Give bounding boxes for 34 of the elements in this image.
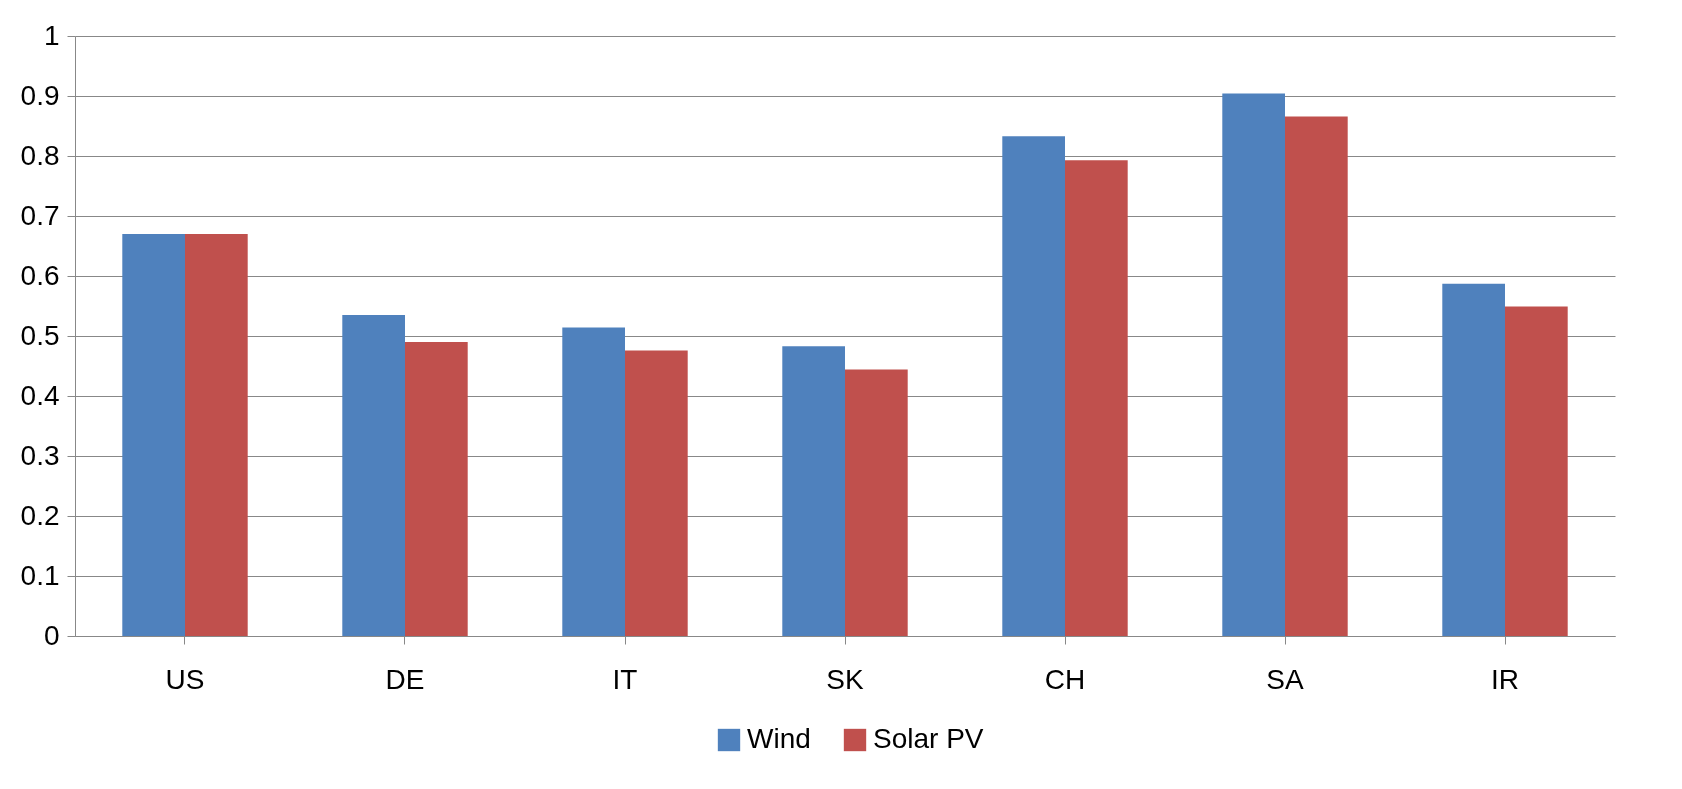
y-tick-label: 0.5 <box>20 319 60 351</box>
y-tick-label: 0 <box>43 619 60 651</box>
bar <box>1002 136 1065 636</box>
x-tick-label: SK <box>826 663 864 695</box>
y-tick-label: 0.2 <box>20 499 60 531</box>
bar <box>185 234 248 636</box>
y-tick-label: 0.9 <box>20 79 60 111</box>
x-tick-label: US <box>165 663 205 695</box>
legend-label: Solar PV <box>873 723 984 754</box>
bar <box>1065 160 1128 636</box>
bar <box>342 315 405 636</box>
bar <box>405 342 468 636</box>
y-tick-label: 0.4 <box>20 379 60 411</box>
x-tick-label: CH <box>1044 663 1086 695</box>
y-tick-label: 0.7 <box>20 199 60 231</box>
bar <box>625 350 688 636</box>
y-tick-label: 1 <box>43 19 60 51</box>
bar <box>1442 283 1505 636</box>
bar <box>1505 306 1568 636</box>
bar <box>845 369 908 636</box>
y-tick-label: 0.6 <box>20 259 60 291</box>
bar <box>1285 116 1348 636</box>
bar <box>1222 93 1285 636</box>
x-tick-label: DE <box>385 663 425 695</box>
bar <box>782 346 845 636</box>
y-tick-label: 0.8 <box>20 139 60 171</box>
x-tick-label: IT <box>612 663 638 695</box>
x-tick-label: SA <box>1266 663 1304 695</box>
bar <box>122 234 185 636</box>
x-tick-label: IR <box>1491 663 1519 695</box>
legend-label: Wind <box>747 723 811 754</box>
bar <box>562 327 625 636</box>
y-tick-label: 0.1 <box>20 559 60 591</box>
y-tick-label: 0.3 <box>20 439 60 471</box>
